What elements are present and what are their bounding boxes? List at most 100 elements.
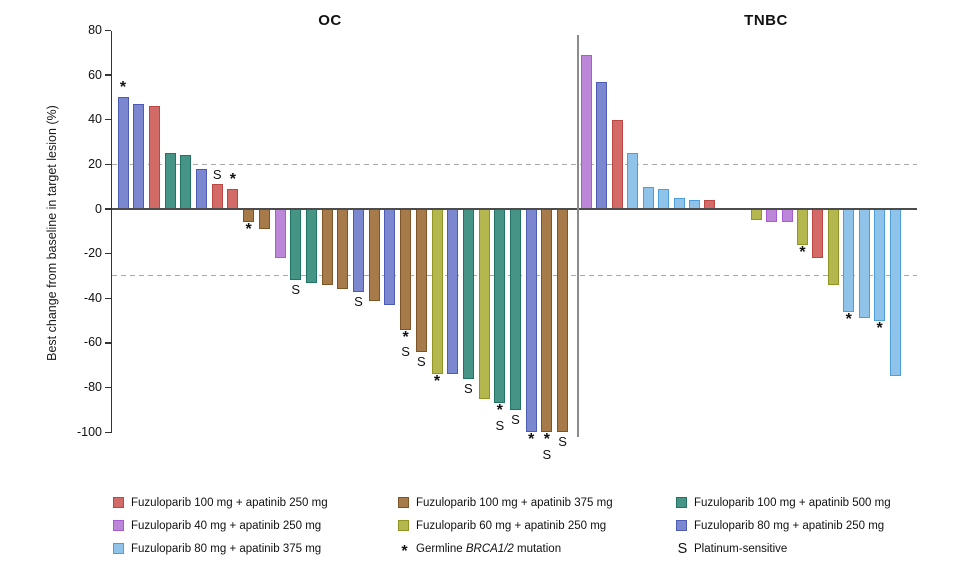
platinum-mark: S <box>354 293 363 309</box>
y-tick <box>105 163 111 166</box>
y-tick-label: -100 <box>76 424 102 439</box>
y-axis-label: Best change from baseline in target lesi… <box>45 105 59 361</box>
bar <box>843 209 855 312</box>
bar <box>353 209 364 292</box>
legend-swatch-purple <box>113 520 124 531</box>
legend-label: Fuzuloparib 100 mg + apatinib 250 mg <box>131 496 328 509</box>
brca-mark: * <box>245 221 252 239</box>
platinum-symbol: S <box>677 540 688 557</box>
bar <box>596 81 608 209</box>
bar <box>274 209 286 259</box>
bar <box>889 209 901 377</box>
brca-mark: * <box>876 319 883 337</box>
y-tick-label: 0 <box>95 201 102 216</box>
reference-line <box>112 163 917 165</box>
legend-label: Fuzuloparib 100 mg + apatinib 500 mg <box>694 496 891 509</box>
y-tick <box>105 208 111 210</box>
legend-label: Fuzuloparib 60 mg + apatinib 250 mg <box>416 519 607 532</box>
bar <box>478 209 490 399</box>
legend-label: Fuzuloparib 40 mg + apatinib 250 mg <box>131 519 322 532</box>
bar <box>874 209 886 321</box>
bar <box>148 106 160 209</box>
bar <box>797 209 809 245</box>
bar <box>858 209 870 319</box>
legend-item-teal: Fuzuloparib 100 mg + apatinib 500 mg <box>676 495 891 510</box>
bar <box>812 209 824 259</box>
y-tick-label: -60 <box>83 335 102 350</box>
bar <box>117 97 129 209</box>
y-tick-label: 20 <box>88 156 102 171</box>
bar <box>321 209 333 285</box>
brca-mark: * <box>496 402 503 420</box>
bar <box>642 186 654 209</box>
panel-separator <box>577 35 579 437</box>
brca-mark: * <box>229 170 237 188</box>
bar <box>133 104 145 209</box>
bar <box>750 209 762 221</box>
legend-swatch-red <box>113 497 124 508</box>
bar <box>525 209 537 433</box>
bar <box>180 155 192 209</box>
y-tick-label: -80 <box>83 380 102 395</box>
y-tick-label: 60 <box>88 67 102 82</box>
bar <box>611 119 623 209</box>
legend-item-brown: Fuzuloparib 100 mg + apatinib 375 mg <box>398 495 613 510</box>
bar <box>400 209 412 330</box>
bar <box>658 188 670 209</box>
platinum-mark: S <box>495 417 505 433</box>
platinum-mark: S <box>416 353 426 369</box>
legend-label: Germline BRCA1/2 mutation <box>416 542 562 555</box>
bar <box>447 209 459 375</box>
legend-label: Platinum-sensitive <box>694 542 788 555</box>
y-tick <box>105 431 111 434</box>
legend-item-brca: * Germline BRCA1/2 mutation <box>398 541 562 560</box>
bar <box>541 209 553 433</box>
y-tick <box>105 297 111 300</box>
legend-item-yellowgreen: Fuzuloparib 60 mg + apatinib 250 mg <box>398 518 606 533</box>
brca-mark: * <box>402 328 409 346</box>
legend-item-red: Fuzuloparib 100 mg + apatinib 250 mg <box>113 495 328 510</box>
legend-item-blueviolet: Fuzuloparib 80 mg + apatinib 250 mg <box>676 518 884 533</box>
y-tick <box>105 252 111 255</box>
bar <box>827 209 839 285</box>
legend-item-platinum: S Platinum-sensitive <box>676 540 788 557</box>
legend-item-lightblue: Fuzuloparib 80 mg + apatinib 375 mg <box>113 541 321 556</box>
platinum-mark: S <box>464 380 473 396</box>
bar <box>766 209 778 223</box>
brca-symbol: * <box>401 542 408 560</box>
zero-line <box>112 208 917 210</box>
y-tick <box>105 386 111 389</box>
platinum-mark: S <box>291 282 301 298</box>
bar <box>290 209 302 281</box>
platinum-mark: S <box>212 167 222 183</box>
platinum-mark: S <box>558 434 567 450</box>
y-tick-label: -20 <box>83 246 102 261</box>
legend-label: Fuzuloparib 80 mg + apatinib 250 mg <box>694 519 885 532</box>
bar <box>462 209 474 379</box>
y-tick <box>105 342 111 344</box>
brca-mark: * <box>119 79 127 97</box>
bar <box>494 209 506 404</box>
y-tick-label: 80 <box>88 22 102 37</box>
brca-mark: * <box>799 243 806 261</box>
bar <box>384 209 396 306</box>
bar <box>781 209 793 223</box>
legend-item-purple: Fuzuloparib 40 mg + apatinib 250 mg <box>113 518 321 533</box>
legend-swatch-yellowgreen <box>398 520 409 531</box>
legend-label: Fuzuloparib 100 mg + apatinib 375 mg <box>416 496 613 509</box>
y-tick <box>105 29 111 32</box>
bar <box>368 209 380 301</box>
legend-label: Fuzuloparib 80 mg + apatinib 375 mg <box>131 542 322 555</box>
brca-mark: * <box>528 431 535 449</box>
bar <box>627 153 639 209</box>
y-axis-line <box>110 31 112 433</box>
bar <box>196 168 207 209</box>
bar <box>510 209 521 410</box>
legend-swatch-lightblue <box>113 543 124 554</box>
bar <box>243 209 255 223</box>
bar <box>211 184 223 209</box>
bar <box>431 209 443 375</box>
y-tick-label: -40 <box>83 290 102 305</box>
panel-title-tnbc: TNBC <box>744 12 788 29</box>
